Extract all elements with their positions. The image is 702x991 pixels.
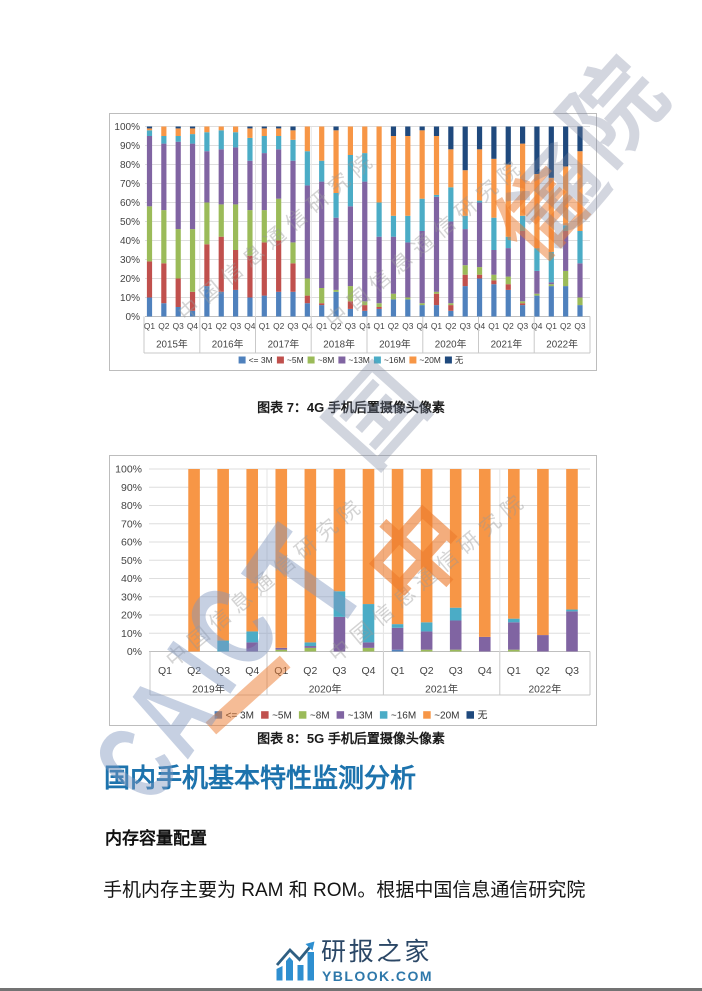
svg-text:60%: 60% [120, 198, 140, 209]
svg-text:2018年: 2018年 [323, 338, 355, 351]
svg-text:Q2: Q2 [503, 321, 515, 331]
svg-text:无: 无 [455, 355, 464, 365]
svg-text:Q4: Q4 [531, 321, 543, 331]
svg-text:2021年: 2021年 [425, 683, 458, 696]
svg-text:Q2: Q2 [445, 321, 457, 331]
svg-text:60%: 60% [121, 537, 142, 549]
svg-text:Q1: Q1 [546, 321, 558, 331]
svg-text:10%: 10% [120, 293, 140, 304]
svg-text:2016年: 2016年 [212, 338, 244, 351]
svg-text:<= 3M: <= 3M [249, 355, 273, 365]
svg-text:~8M: ~8M [318, 355, 335, 365]
svg-text:~13M: ~13M [348, 711, 373, 722]
svg-text:无: 无 [478, 711, 488, 722]
svg-text:Q1: Q1 [158, 665, 172, 677]
svg-text:80%: 80% [120, 160, 140, 171]
svg-text:20%: 20% [121, 610, 142, 622]
svg-text:100%: 100% [114, 122, 140, 133]
svg-text:2022年: 2022年 [546, 338, 578, 351]
svg-text:Q2: Q2 [536, 665, 550, 677]
svg-text:30%: 30% [120, 255, 140, 266]
svg-text:Q3: Q3 [173, 321, 185, 331]
svg-text:~5M: ~5M [287, 355, 304, 365]
svg-text:Q4: Q4 [417, 321, 429, 331]
svg-text:2019年: 2019年 [379, 338, 411, 351]
svg-text:Q4: Q4 [474, 321, 486, 331]
svg-text:Q4: Q4 [244, 321, 256, 331]
svg-text:Q1: Q1 [144, 321, 156, 331]
svg-text:2021年: 2021年 [491, 338, 523, 351]
svg-text:2020年: 2020年 [435, 338, 467, 351]
svg-text:Q4: Q4 [478, 665, 492, 677]
svg-text:Q3: Q3 [460, 321, 472, 331]
svg-text:Q4: Q4 [245, 665, 259, 677]
svg-text:2022年: 2022年 [528, 683, 561, 696]
svg-text:0%: 0% [127, 646, 142, 658]
svg-text:Q1: Q1 [259, 321, 271, 331]
svg-text:10%: 10% [121, 628, 142, 640]
svg-text:Q1: Q1 [201, 321, 213, 331]
svg-text:Q3: Q3 [574, 321, 586, 331]
svg-text:~16M: ~16M [384, 355, 406, 365]
svg-text:Q2: Q2 [560, 321, 572, 331]
svg-text:Q2: Q2 [388, 321, 400, 331]
svg-text:50%: 50% [120, 217, 140, 228]
svg-text:<= 3M: <= 3M [226, 711, 254, 722]
svg-text:~8M: ~8M [310, 711, 330, 722]
svg-text:100%: 100% [115, 464, 142, 476]
svg-text:Q1: Q1 [316, 321, 328, 331]
svg-text:70%: 70% [121, 518, 142, 530]
svg-text:20%: 20% [120, 274, 140, 285]
svg-text:Q4: Q4 [359, 321, 371, 331]
svg-text:Q3: Q3 [345, 321, 357, 331]
svg-text:Q3: Q3 [449, 665, 463, 677]
svg-text:Q1: Q1 [391, 665, 405, 677]
svg-text:Q4: Q4 [361, 665, 375, 677]
svg-text:80%: 80% [121, 500, 142, 512]
svg-text:2017年: 2017年 [268, 338, 300, 351]
svg-text:Q4: Q4 [302, 321, 314, 331]
svg-text:Q1: Q1 [507, 665, 521, 677]
svg-text:Q2: Q2 [158, 321, 170, 331]
svg-text:Q1: Q1 [488, 321, 500, 331]
svg-text:~20M: ~20M [434, 711, 459, 722]
svg-text:~13M: ~13M [348, 355, 370, 365]
svg-text:Q1: Q1 [431, 321, 443, 331]
svg-text:0%: 0% [126, 312, 141, 323]
svg-text:70%: 70% [120, 179, 140, 190]
svg-text:2020年: 2020年 [309, 683, 342, 696]
svg-text:40%: 40% [120, 236, 140, 247]
svg-text:Q3: Q3 [517, 321, 529, 331]
svg-text:Q2: Q2 [330, 321, 342, 331]
svg-text:Q2: Q2 [273, 321, 285, 331]
svg-text:90%: 90% [121, 482, 142, 494]
svg-text:~5M: ~5M [272, 711, 292, 722]
svg-text:Q4: Q4 [187, 321, 199, 331]
svg-text:Q2: Q2 [216, 321, 228, 331]
svg-text:Q2: Q2 [420, 665, 434, 677]
svg-text:Q3: Q3 [230, 321, 242, 331]
svg-text:Q3: Q3 [287, 321, 299, 331]
svg-text:40%: 40% [121, 573, 142, 585]
svg-text:Q3: Q3 [402, 321, 414, 331]
svg-text:Q2: Q2 [303, 665, 317, 677]
svg-text:Q3: Q3 [565, 665, 579, 677]
svg-text:2015年: 2015年 [156, 338, 188, 351]
svg-text:30%: 30% [121, 591, 142, 603]
svg-text:~20M: ~20M [419, 355, 441, 365]
svg-text:90%: 90% [120, 141, 140, 152]
svg-text:~16M: ~16M [391, 711, 416, 722]
svg-text:Q1: Q1 [374, 321, 386, 331]
svg-text:50%: 50% [121, 555, 142, 567]
svg-text:2019年: 2019年 [192, 683, 225, 696]
svg-text:Q3: Q3 [216, 665, 230, 677]
svg-text:Q3: Q3 [332, 665, 346, 677]
svg-text:Q2: Q2 [187, 665, 201, 677]
